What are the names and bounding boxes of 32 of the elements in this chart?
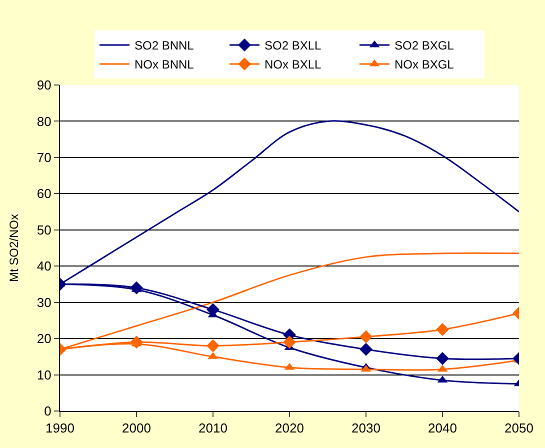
x-tick-label: 2000 xyxy=(122,420,151,436)
legend-label: SO2 BXLL xyxy=(264,38,322,53)
x-tick-label: 2030 xyxy=(352,420,380,436)
point xyxy=(360,330,372,344)
y-axis-title: Mt SO2/NOx xyxy=(7,214,22,282)
legend-label: SO2 BXGL xyxy=(394,38,454,53)
x-tick-label: 2010 xyxy=(198,420,228,436)
y-tick-label: 10 xyxy=(36,367,52,382)
y-tick-label: 70 xyxy=(36,150,52,165)
point xyxy=(283,336,296,349)
y-tick-label: 60 xyxy=(36,186,52,202)
legend-label: NOx BNNL xyxy=(134,58,194,72)
x-tick-label: 2040 xyxy=(428,420,457,436)
point xyxy=(130,281,143,294)
legend-label: NOx BXGL xyxy=(394,58,454,72)
y-tick-label: 0 xyxy=(44,404,52,419)
point xyxy=(206,339,220,352)
legend-label: NOx BXLL xyxy=(264,58,322,72)
y-tick-label: 20 xyxy=(36,331,52,346)
legend-label: SO2 BNNL xyxy=(134,38,194,53)
y-tick-label: 30 xyxy=(36,294,52,310)
x-tick-label: 2050 xyxy=(504,420,534,436)
y-tick-label: 50 xyxy=(36,222,52,238)
y-tick-label: 40 xyxy=(36,258,52,274)
y-tick-label: 80 xyxy=(36,114,52,129)
y-tick-label: 90 xyxy=(36,78,52,93)
x-tick-label: 1990 xyxy=(46,420,74,436)
x-tick-label: 2020 xyxy=(275,420,304,436)
point xyxy=(130,336,143,349)
point xyxy=(436,323,449,336)
point xyxy=(436,352,449,365)
point xyxy=(360,342,372,356)
